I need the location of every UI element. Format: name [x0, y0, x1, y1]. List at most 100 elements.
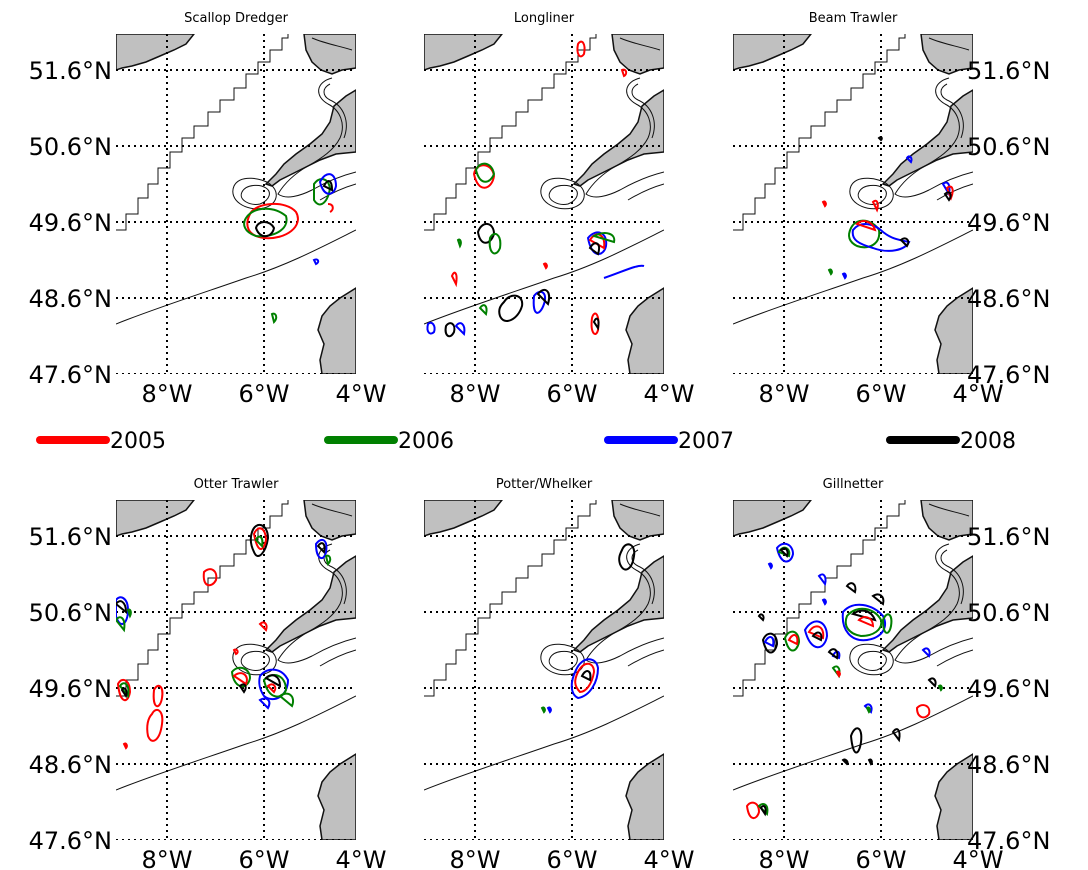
- map-body: [424, 500, 664, 840]
- contour-2007: [863, 703, 873, 714]
- lat-tick-label: 49.6°N: [967, 209, 1050, 237]
- contour-2006: [456, 238, 462, 249]
- contour-2008: [943, 191, 952, 202]
- contour-2006: [126, 608, 132, 619]
- legend-item-2008: 2008: [886, 429, 1016, 454]
- boundary-line-5: [857, 650, 887, 671]
- contour-2005: [787, 634, 799, 646]
- land-sw-england: [264, 555, 356, 653]
- contour-2008: [476, 223, 496, 244]
- land-sw-england: [572, 555, 664, 653]
- contour-2008: [867, 758, 873, 766]
- legend: 2005 2006 2007 2008: [36, 429, 1016, 454]
- contour-2007: [570, 658, 600, 700]
- lon-tick-label: 4°W: [644, 380, 695, 408]
- lat-tick-label: 47.6°N: [337, 361, 420, 389]
- contour-2005: [620, 68, 628, 78]
- land-wales: [920, 34, 973, 75]
- contour-2008: [588, 242, 600, 256]
- legend-item-2005: 2005: [36, 429, 166, 454]
- contour-2006: [591, 232, 616, 244]
- land-brittany: [934, 287, 973, 374]
- lat-tick-label: 48.6°N: [967, 285, 1050, 313]
- lon-tick-label: 8°W: [450, 846, 501, 870]
- legend-label: 2005: [110, 429, 166, 454]
- legend-label: 2007: [678, 429, 734, 454]
- lon-tick-label: 8°W: [759, 846, 810, 870]
- boundary-line-2: [585, 503, 664, 664]
- lat-tick-label: 51.6°N: [29, 57, 112, 85]
- contour-2008: [811, 631, 823, 642]
- boundary-line-1: [116, 500, 289, 697]
- contour-2005: [821, 200, 827, 208]
- panel-title: Beam Trawler: [809, 11, 898, 26]
- lat-tick-label: 49.6°N: [29, 675, 112, 703]
- legend-label: 2008: [960, 429, 1016, 454]
- boundary-line-4: [540, 643, 585, 676]
- map-body: [116, 500, 356, 840]
- lat-tick-label: 49.6°N: [337, 209, 420, 237]
- contour-2007: [258, 697, 271, 710]
- lat-tick-label: 47.6°N: [29, 361, 112, 389]
- land-sw-england: [572, 89, 664, 187]
- panel-title: Potter/Whelker: [496, 477, 593, 492]
- contour-2006: [243, 207, 288, 238]
- contour-2005: [542, 262, 548, 270]
- contour-2005: [327, 203, 334, 213]
- lat-tick-label: 50.6°N: [29, 133, 112, 161]
- lat-tick-label: 50.6°N: [29, 599, 112, 627]
- contour-2007: [841, 603, 886, 642]
- contour-2008: [254, 221, 276, 238]
- contour-2006: [474, 162, 496, 183]
- boundary-line-3: [936, 549, 973, 667]
- contour-2006: [783, 630, 801, 652]
- boundary-line-6: [424, 229, 664, 325]
- contour-2008: [850, 609, 877, 622]
- contour-2005: [232, 672, 248, 686]
- contour-2005: [576, 40, 586, 58]
- contour-2006: [488, 232, 502, 255]
- contour-2008: [841, 758, 849, 766]
- contour-2005: [258, 621, 268, 632]
- contour-2008: [849, 727, 863, 754]
- lat-tick-label: 51.6°N: [337, 57, 420, 85]
- boundary-line-4: [540, 177, 585, 210]
- boundary-line-1: [733, 34, 906, 231]
- contour-2005: [745, 801, 761, 819]
- contour-2005: [146, 708, 164, 742]
- land-wales: [611, 500, 664, 541]
- lon-tick-label: 6°W: [547, 380, 598, 408]
- boundary-line-6: [116, 229, 356, 325]
- contour-2006: [937, 684, 943, 692]
- contour-2007: [767, 562, 773, 570]
- land-wales: [611, 34, 664, 75]
- lon-tick-label: 4°W: [336, 380, 387, 408]
- boundary-line-5: [240, 650, 270, 671]
- boundary-line-1: [424, 500, 597, 697]
- boundary-line-6: [424, 695, 664, 791]
- lat-tick-label: 50.6°N: [337, 133, 420, 161]
- lat-tick-label: 47.6°N: [337, 827, 420, 855]
- contour-2007: [821, 598, 827, 606]
- map-panels: Scallop Dredger Longliner Beam Trawler Otte…: [116, 11, 973, 840]
- contour-2008: [116, 600, 128, 615]
- contour-2008: [238, 683, 247, 694]
- contour-2007: [426, 321, 436, 335]
- land-ireland: [733, 34, 812, 71]
- contour-2006: [757, 803, 769, 817]
- boundary-line-2: [894, 37, 973, 198]
- contour-2008: [580, 670, 592, 682]
- contour-2008: [927, 677, 937, 688]
- axis-tick-labels: 8°W 6°W 4°W 8°W 6°W 4°W 8°W 6°W 4°W 8°W 6°W 4°W 8°W 6…: [29, 57, 1051, 870]
- contour-2006: [313, 178, 332, 206]
- contour-2006: [324, 554, 332, 566]
- lat-tick-label: 50.6°N: [967, 599, 1050, 627]
- contour-2005: [588, 233, 606, 250]
- lon-tick-label: 6°W: [239, 846, 290, 870]
- contour-2006: [230, 666, 252, 688]
- lat-tick-label: 49.6°N: [337, 675, 420, 703]
- contour-2005: [857, 616, 875, 628]
- boundary-line-4: [232, 643, 277, 676]
- lat-tick-label: 51.6°N: [967, 523, 1050, 551]
